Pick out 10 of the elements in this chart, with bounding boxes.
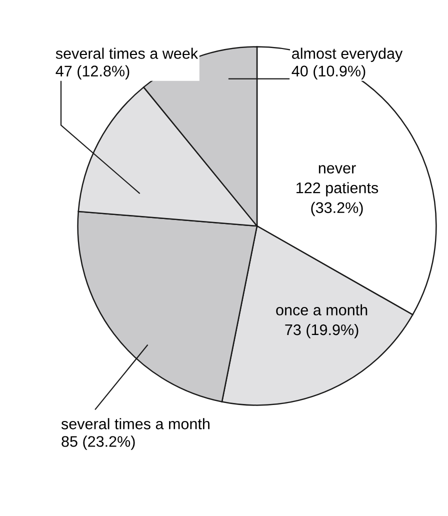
slice-label: once a month — [276, 304, 368, 316]
data-label: 85 (23.2%) — [62, 436, 135, 450]
slice-label: several times a week — [56, 48, 198, 59]
slice-label: almost everyday — [292, 48, 403, 62]
data-label: 40 (10.9%) — [292, 65, 366, 80]
slice-label: several times a month — [61, 418, 210, 430]
data-label: 122 patients (33.2%) — [296, 182, 378, 216]
data-label: 47 (12.8%) — [56, 65, 130, 80]
data-label: 73 (19.9%) — [285, 324, 358, 338]
slice-label: never — [318, 165, 356, 174]
